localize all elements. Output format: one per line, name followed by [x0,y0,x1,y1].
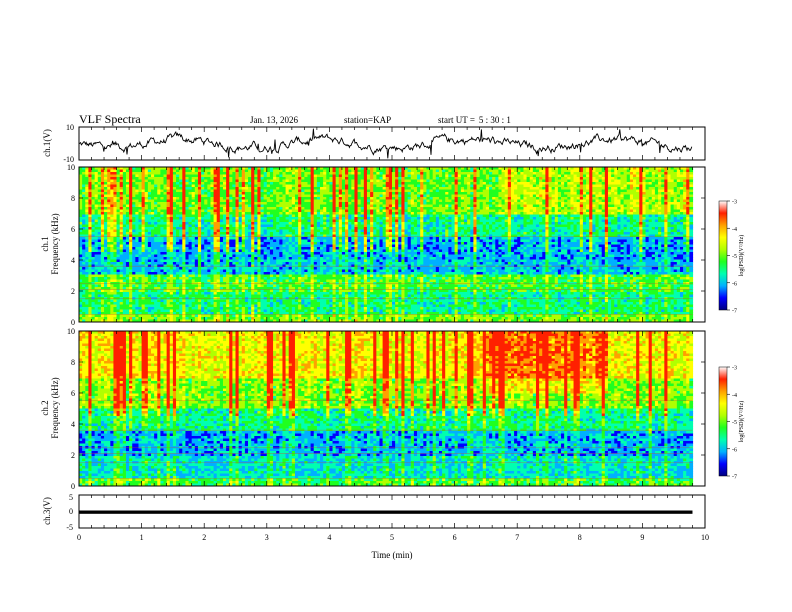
figure-title: VLF Spectra [79,112,141,126]
ch1-waveform-panel: 10 -10 ch.1(V) [42,123,705,164]
start-prefix: start UT = [438,115,475,125]
station-prefix: station= [344,115,373,125]
ch1-spectrogram-image [79,167,693,323]
vlf-figure: VLF Spectra Jan. 13, 2026 station=KAP st… [0,0,792,612]
date-label: Jan. 13, 2026 [250,115,298,125]
station-label: station=KAP [344,115,391,125]
start-value: 5 : 30 : 1 [479,115,511,125]
station-value: KAP [373,115,391,125]
ch1-trace [79,129,692,159]
ch1-waveform-ylabel: ch.1(V) [42,129,52,157]
ch1-ytick-top: 10 [66,123,74,132]
start-time-label: start UT = 5 : 30 : 1 [438,115,511,125]
ch1-spectrogram-panel: 0246810 ch.1 Frequency (kHz) -3-4-5-6-7l… [40,163,745,327]
